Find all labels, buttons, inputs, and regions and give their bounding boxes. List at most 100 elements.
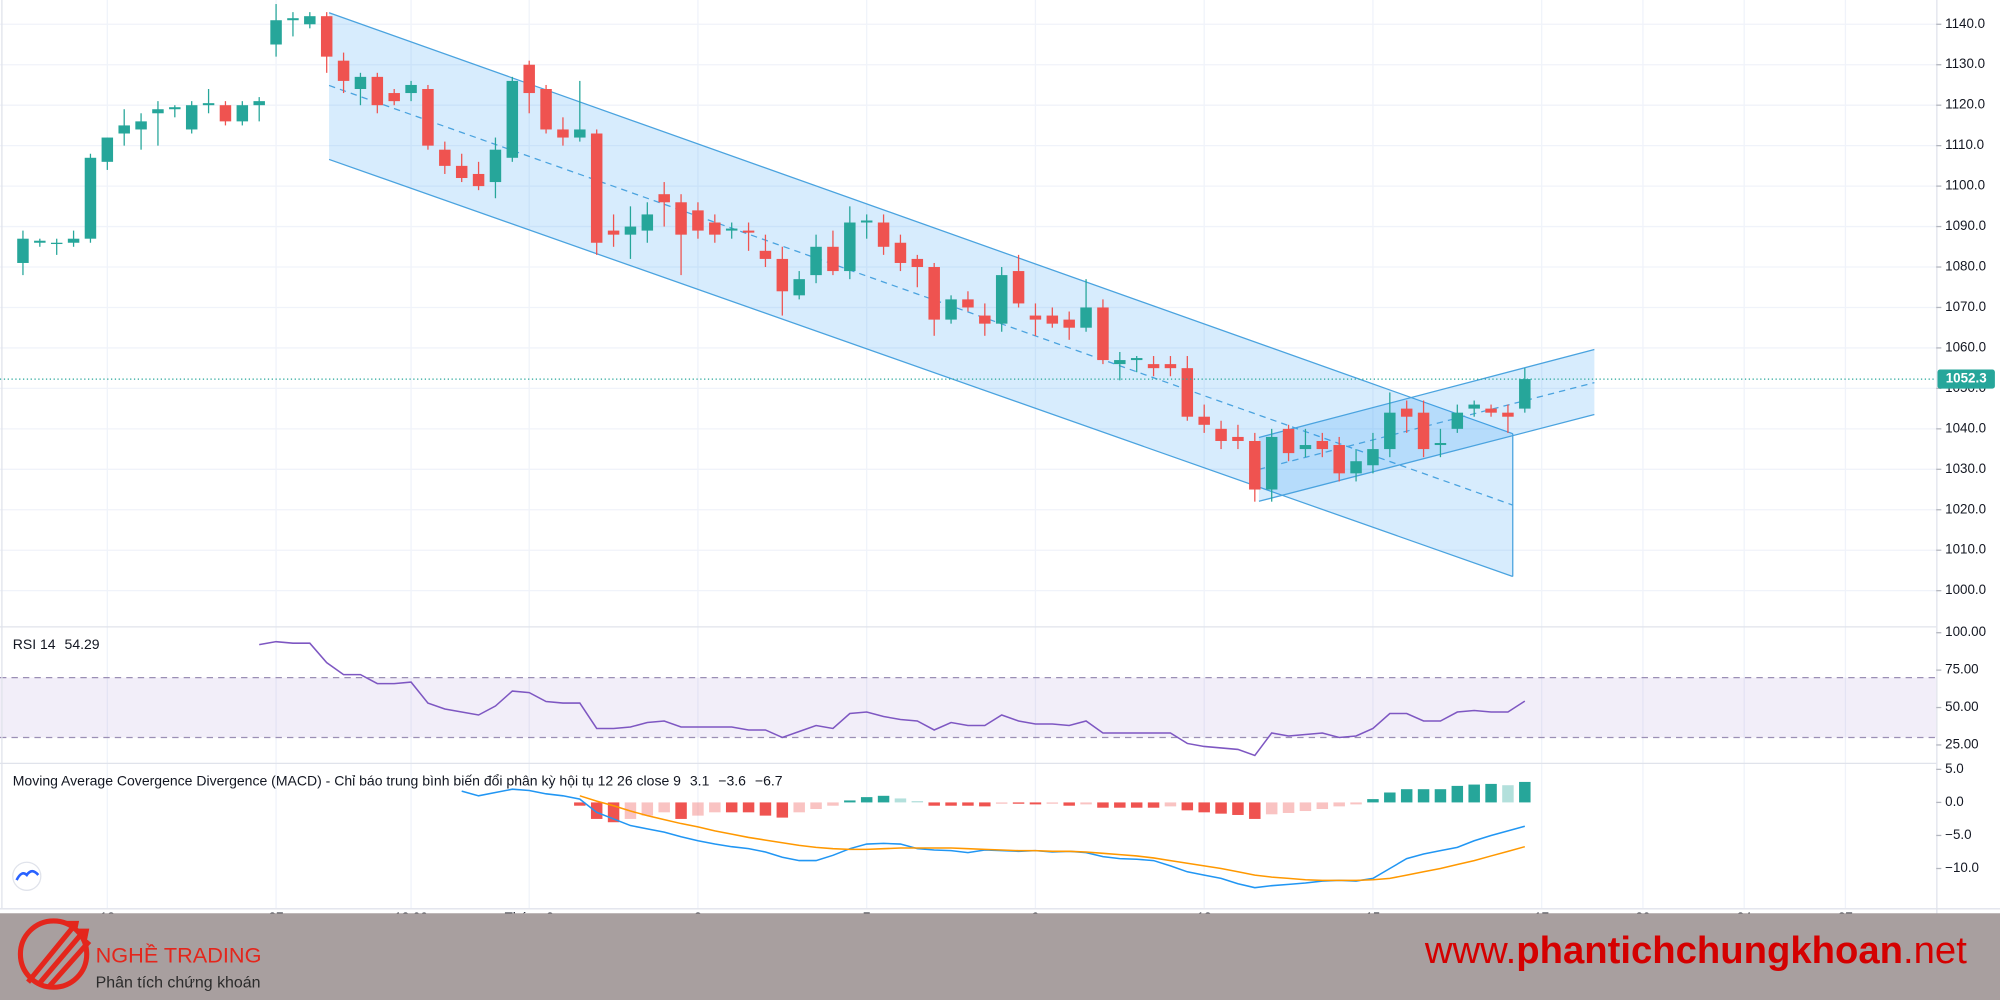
- candle-body: [1097, 307, 1109, 361]
- candle-body: [877, 222, 890, 247]
- macd-histogram-bar: [574, 802, 586, 806]
- macd-histogram-bar: [962, 802, 974, 806]
- candle-body: [1232, 436, 1244, 441]
- macd-histogram-bar: [1400, 789, 1413, 803]
- macd-histogram-bar: [1080, 802, 1092, 805]
- candle-body: [692, 210, 704, 231]
- macd-histogram-bar: [1181, 802, 1194, 811]
- logo-icon: [15, 869, 40, 881]
- macd-histogram-bar: [1333, 802, 1345, 807]
- candle-body: [759, 250, 772, 259]
- candle-body: [337, 60, 350, 81]
- last-price-label: 1052.3: [1946, 371, 1987, 386]
- macd-histogram-bar: [945, 802, 957, 806]
- macd-histogram-bar: [1164, 802, 1177, 807]
- candle-body: [1451, 412, 1464, 429]
- y-tick-label: 1140.0: [1945, 16, 1985, 31]
- candle-body: [320, 16, 333, 57]
- y-tick-label: 1060.0: [1945, 339, 1986, 354]
- legend-value: 54.29: [65, 636, 100, 652]
- candle-body: [1063, 319, 1075, 328]
- website-main: phantichchungkhoan: [1516, 929, 1903, 972]
- macd-histogram-bar: [1046, 802, 1059, 804]
- candle-body: [185, 105, 198, 130]
- macd-histogram-bar: [1012, 802, 1025, 804]
- macd-histogram-bar: [1502, 785, 1514, 803]
- macd-histogram-bar: [1114, 802, 1126, 808]
- y-tick-label: 1040.0: [1945, 420, 1986, 435]
- y-tick-label: 75.00: [1945, 662, 1978, 677]
- macd-histogram-bar: [725, 802, 738, 813]
- macd-histogram-bar: [1519, 781, 1531, 803]
- rsi-title: RSI 14: [13, 636, 56, 652]
- candle-body: [1114, 360, 1126, 365]
- candle-body: [742, 230, 755, 233]
- y-tick-label: −10.0: [1945, 860, 1979, 875]
- candle-body: [590, 133, 603, 243]
- macd-histogram-bar: [1468, 784, 1480, 803]
- macd-histogram-bar: [641, 802, 654, 816]
- macd-histogram-bar: [590, 802, 603, 819]
- y-tick-label: 1120.0: [1945, 97, 1985, 112]
- candle-body: [995, 275, 1008, 324]
- candle-body: [1468, 404, 1480, 409]
- candle-body: [1046, 315, 1059, 324]
- candle-body: [776, 258, 789, 292]
- macd-histogram-bar: [793, 802, 805, 813]
- macd-histogram-bar: [1029, 802, 1042, 805]
- brand-tagline: Phân tích chứng khoán: [96, 975, 261, 992]
- candle-body: [911, 258, 924, 268]
- macd-histogram-bar: [1249, 802, 1261, 819]
- candle-body: [1147, 364, 1160, 369]
- candle-body: [1029, 315, 1042, 320]
- macd-histogram-bar: [1417, 789, 1430, 803]
- macd-histogram-bar: [1350, 802, 1362, 805]
- y-tick-label: 1030.0: [1945, 461, 1986, 476]
- candle-body: [50, 242, 63, 245]
- candle-body: [439, 149, 451, 166]
- candle-body: [67, 238, 80, 243]
- candle-body: [236, 105, 249, 122]
- macd-histogram-bar: [1215, 802, 1227, 814]
- candle-body: [725, 228, 738, 231]
- candle-body: [607, 230, 620, 235]
- candle-body: [860, 220, 873, 223]
- candle-body: [1299, 445, 1312, 450]
- y-tick-label: 1020.0: [1945, 501, 1986, 516]
- candle-body: [658, 194, 670, 203]
- candle-body: [169, 107, 181, 110]
- macd-histogram-bar: [1232, 802, 1244, 815]
- macd-histogram-bar: [692, 802, 704, 816]
- candle-body: [844, 222, 856, 272]
- candle-body: [709, 222, 721, 235]
- candle-body: [523, 64, 535, 94]
- macd-histogram-bar: [928, 802, 940, 806]
- website-prefix: www.: [1424, 929, 1516, 972]
- macd-histogram-bar: [1147, 802, 1160, 808]
- macd-histogram-bar: [1384, 792, 1396, 803]
- y-tick-label: 1110.0: [1945, 137, 1984, 152]
- candle-body: [641, 214, 654, 231]
- brand-logo-ring: [17, 918, 90, 990]
- candle-body: [1417, 412, 1430, 450]
- candle-body: [101, 137, 114, 162]
- y-tick-label: 1010.0: [1945, 542, 1986, 557]
- macd-histogram-bar: [979, 802, 991, 807]
- macd-histogram-bar: [1299, 802, 1312, 812]
- legend-value: −3.6: [718, 773, 746, 789]
- candle-body: [540, 89, 552, 130]
- y-tick-label: 1070.0: [1945, 299, 1986, 314]
- candle-body: [1519, 379, 1531, 409]
- candle-body: [1434, 443, 1447, 446]
- website-suffix: .net: [1903, 929, 1967, 972]
- candle-body: [1012, 271, 1025, 304]
- macd-histogram-bar: [1451, 785, 1464, 803]
- candle-body: [354, 76, 367, 90]
- candle-body: [675, 202, 687, 235]
- grid-layer: [0, 0, 1937, 909]
- macd-histogram-bar: [1316, 802, 1329, 810]
- candle-body: [1080, 307, 1092, 328]
